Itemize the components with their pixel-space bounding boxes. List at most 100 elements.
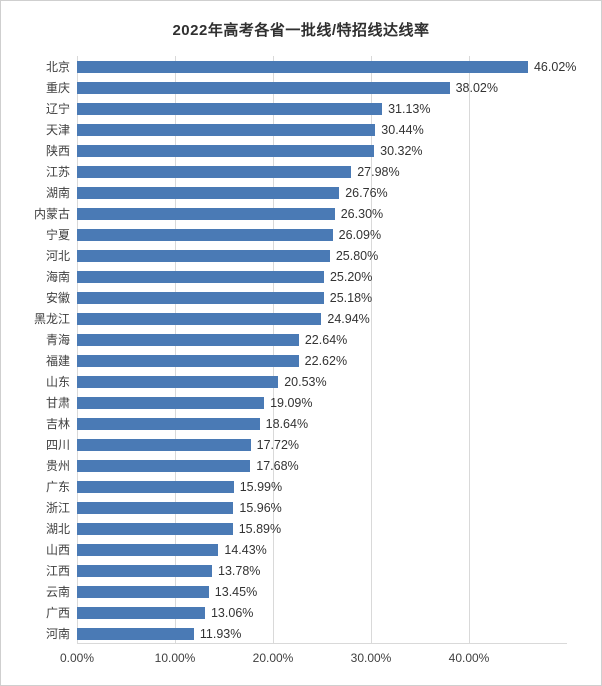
category-label: 重庆 (45, 81, 70, 95)
value-label: 27.98% (357, 164, 400, 179)
bar-row: 北京 46.02% (9, 56, 593, 77)
category-label: 湖南 (45, 186, 70, 200)
x-tick-label: 40.00% (448, 651, 490, 665)
bar (77, 123, 376, 136)
bar (77, 207, 335, 220)
bar (77, 354, 299, 367)
value-label: 19.09% (270, 395, 313, 410)
value-label: 25.20% (329, 269, 373, 284)
bar-row: 山西 14.43% (9, 539, 593, 560)
bar-row: 云南 13.45% (9, 581, 593, 602)
category-label: 黑龙江 (33, 312, 70, 326)
bar-row: 湖南 26.76% (9, 182, 593, 203)
bar-row: 黑龙江 24.94% (9, 308, 593, 329)
chart-title: 2022年高考各省一批线/特招线达线率 (172, 22, 430, 39)
value-label: 15.99% (239, 479, 283, 494)
bar (77, 480, 234, 493)
value-label: 26.30% (340, 206, 384, 221)
bar (77, 144, 375, 157)
bar (77, 291, 324, 304)
bar (77, 186, 340, 199)
bar-row: 广东 15.99% (9, 476, 593, 497)
category-label: 天津 (45, 123, 70, 137)
value-label: 15.89% (238, 521, 282, 536)
bar (77, 270, 324, 283)
gridline (273, 56, 274, 643)
bar (77, 543, 219, 556)
value-label: 17.68% (256, 458, 299, 473)
category-label: 湖北 (45, 522, 70, 536)
bar (77, 417, 260, 430)
category-label: 青海 (45, 333, 70, 347)
bar-row: 安徽 25.18% (9, 287, 593, 308)
bar-row: 河北 25.80% (9, 245, 593, 266)
bar (77, 564, 213, 577)
bar-row: 辽宁 31.13% (9, 98, 593, 119)
bar-row: 广西 13.06% (9, 602, 593, 623)
bar-row: 江苏 27.98% (9, 161, 593, 182)
value-label: 38.02% (455, 80, 498, 95)
x-tick-label: 30.00% (350, 651, 392, 665)
bar-row: 浙江 15.96% (9, 497, 593, 518)
value-label: 14.43% (224, 542, 267, 557)
bar (77, 396, 265, 409)
value-label: 30.44% (381, 122, 424, 137)
category-label: 河北 (45, 249, 70, 263)
bar-row: 江西 13.78% (9, 560, 593, 581)
bar-rows: 北京 46.02% 重庆 38.02% 辽宁 31.13% 天津 30.44% 陕西 30.32%… (9, 56, 593, 644)
value-label: 26.09% (338, 227, 382, 242)
value-label: 22.64% (304, 332, 348, 347)
gridline (469, 56, 470, 643)
value-label: 13.78% (218, 563, 261, 578)
category-label: 内蒙古 (33, 207, 70, 221)
x-tick-label: 10.00% (154, 651, 196, 665)
category-label: 贵州 (45, 459, 70, 473)
x-tick-label: 20.00% (252, 651, 294, 665)
bar-row: 海南 25.20% (9, 266, 593, 287)
bar (77, 249, 330, 262)
category-label: 广东 (45, 480, 70, 494)
bar (77, 81, 450, 94)
bar-row: 天津 30.44% (9, 119, 593, 140)
bar-row: 福建 22.62% (9, 350, 593, 371)
category-label: 安徽 (45, 291, 70, 305)
plot-area: 北京 46.02% 重庆 38.02% 辽宁 31.13% 天津 30.44% 陕西 30.32%… (9, 56, 593, 670)
bar-row: 甘肃 19.09% (9, 392, 593, 413)
bar (77, 312, 322, 325)
bar (77, 459, 251, 472)
bar (77, 522, 233, 535)
bar-row: 贵州 17.68% (9, 455, 593, 476)
bar (77, 165, 352, 178)
category-label: 海南 (45, 270, 70, 284)
bar-row: 湖北 15.89% (9, 518, 593, 539)
gridline (77, 56, 78, 643)
value-label: 20.53% (284, 374, 327, 389)
bar-row: 山东 20.53% (9, 371, 593, 392)
bar-row: 宁夏 26.09% (9, 224, 593, 245)
category-label: 宁夏 (45, 228, 70, 242)
bar-row: 吉林 18.64% (9, 413, 593, 434)
value-label: 18.64% (265, 416, 309, 431)
bar-row: 内蒙古 26.30% (9, 203, 593, 224)
category-label: 辽宁 (45, 102, 70, 116)
x-axis: 0.00% 10.00% 20.00% 30.00% 40.00% (60, 644, 567, 670)
value-label: 13.45% (214, 584, 258, 599)
bar-row: 重庆 38.02% (9, 77, 593, 98)
bar (77, 585, 209, 598)
category-label: 甘肃 (45, 396, 70, 410)
value-label: 31.13% (388, 101, 431, 116)
bar (77, 606, 205, 619)
bar (77, 627, 194, 640)
value-label: 46.02% (533, 59, 577, 74)
category-label: 吉林 (45, 417, 70, 431)
category-label: 浙江 (45, 501, 70, 515)
bar (77, 333, 299, 346)
category-label: 河南 (45, 627, 70, 641)
category-label: 山东 (45, 375, 70, 389)
value-label: 13.06% (210, 605, 254, 620)
category-label: 广西 (45, 606, 70, 620)
bar-row: 四川 17.72% (9, 434, 593, 455)
gridlines (77, 56, 567, 644)
bar (77, 375, 279, 388)
